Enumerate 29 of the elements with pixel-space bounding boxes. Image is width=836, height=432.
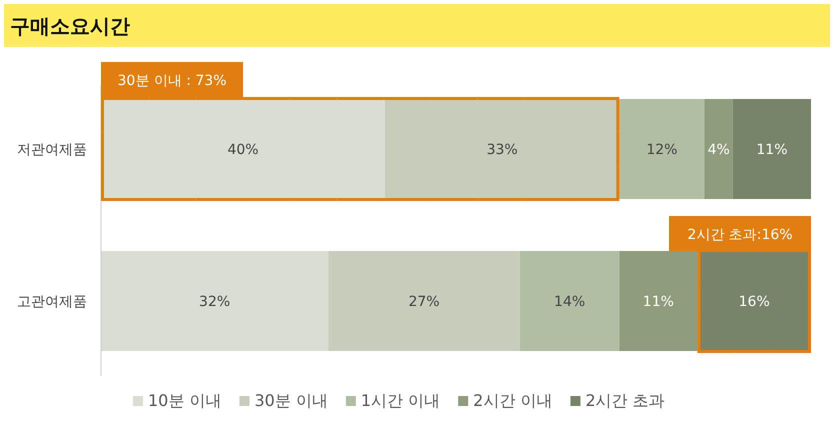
bar bbox=[619, 251, 698, 351]
data-label: 14% bbox=[554, 294, 586, 310]
data-label: 4% bbox=[708, 142, 730, 158]
data-label: 11% bbox=[756, 142, 788, 158]
bar bbox=[619, 99, 704, 199]
chart-title: 구매소요시간 bbox=[10, 14, 130, 38]
bar bbox=[520, 251, 620, 351]
bar bbox=[101, 99, 385, 199]
legend-label: 1시간 이내 bbox=[360, 391, 440, 410]
bar bbox=[328, 251, 520, 351]
legend-label: 10분 이내 bbox=[148, 391, 222, 410]
legend-label: 2시간 이내 bbox=[473, 391, 552, 410]
legend-label: 30분 이내 bbox=[254, 391, 328, 410]
data-label: 12% bbox=[646, 142, 678, 158]
data-label: 27% bbox=[408, 294, 440, 310]
bar bbox=[732, 99, 811, 199]
data-label: 32% bbox=[199, 294, 230, 310]
data-label: 33% bbox=[486, 142, 518, 158]
bar bbox=[385, 99, 620, 199]
y-tick-label: 저관여제품 bbox=[17, 142, 87, 158]
annotation: 2시간 초과:16% bbox=[687, 227, 793, 243]
data-label: 40% bbox=[227, 142, 259, 158]
bar bbox=[101, 251, 328, 351]
data-label: 16% bbox=[738, 294, 770, 310]
data-label: 11% bbox=[642, 294, 674, 310]
y-tick-label: 고관여제품 bbox=[17, 294, 87, 310]
bar bbox=[704, 99, 733, 199]
annotation: 30분 이내 : 73% bbox=[118, 73, 226, 89]
legend-label: 2시간 초과 bbox=[585, 391, 665, 410]
